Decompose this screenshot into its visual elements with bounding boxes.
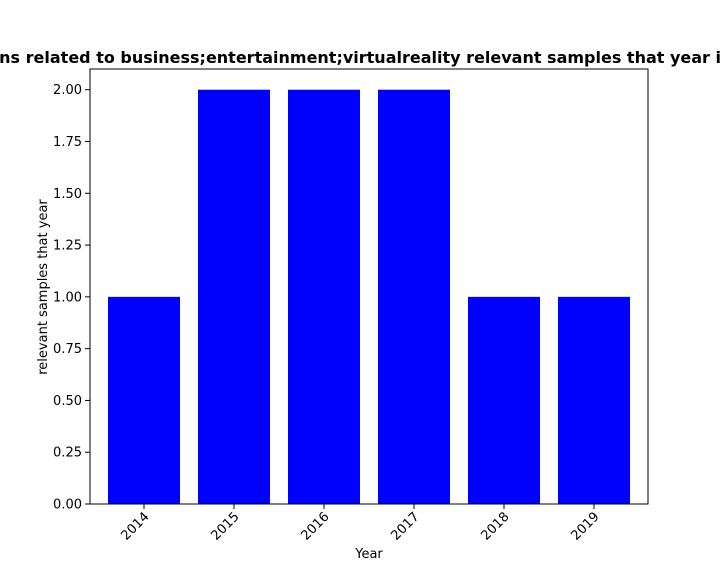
bar-2018 [468, 296, 540, 504]
y-tick-label: 1.00 [53, 290, 82, 305]
x-tick-label: 2017 [389, 510, 423, 544]
x-tick-label: 2018 [479, 510, 513, 544]
bar-2014 [108, 296, 180, 504]
y-tick-label: 1.25 [53, 239, 82, 254]
x-tick-label: 2016 [299, 510, 333, 544]
x-tick-label: 2014 [119, 510, 153, 544]
y-tick-label: 0.50 [53, 394, 82, 409]
x-tick-label: 2019 [569, 510, 603, 544]
y-tick-label: 0.25 [53, 446, 82, 461]
y-axis: 0.00 0.25 0.50 0.75 1.00 1.25 1.50 1.75 2.00 [53, 83, 90, 513]
y-tick-label: 0.75 [53, 342, 82, 357]
y-axis-label: relevant samples that year [36, 199, 51, 375]
y-tick-label: 1.75 [53, 135, 82, 150]
y-tick-label: 1.50 [53, 187, 82, 202]
y-tick-label: 0.00 [53, 498, 82, 513]
bar-2015 [198, 89, 270, 505]
plot-frame [89, 68, 649, 505]
x-axis-label: Year [354, 547, 383, 562]
x-tick-label: 2015 [209, 510, 243, 544]
bars-group [108, 89, 630, 505]
bar-2017 [378, 89, 450, 505]
x-axis: 2014 2015 2016 2017 2018 2019 [119, 504, 603, 544]
bar-2019 [558, 296, 630, 504]
bar-2016 [288, 89, 360, 505]
y-tick-label: 2.00 [53, 83, 82, 98]
chart-title: Number of Publications related to busine… [0, 48, 720, 67]
